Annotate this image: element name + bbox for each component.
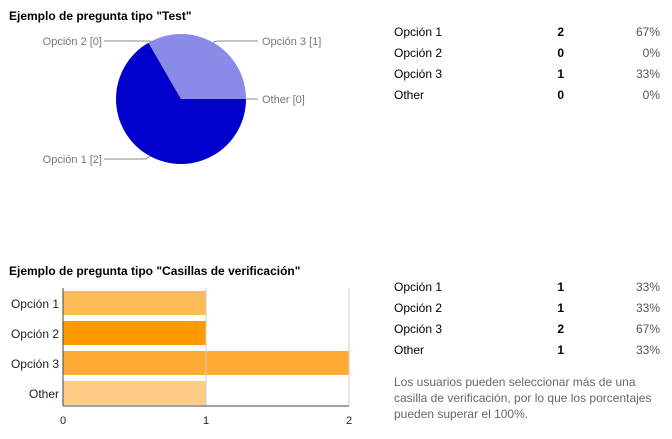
bar-opcion-2 [63,321,206,345]
row-percent: 33% [635,279,660,294]
row-count: 1 [557,342,564,357]
row-percent: 33% [635,342,660,357]
row-count: 0 [557,87,564,102]
percentage-note: Los usuarios pueden seleccionar más de u… [394,375,652,421]
row-label: Opción 2 [394,45,443,60]
row-label: Opción 2 [394,300,443,315]
row-label: Other [394,342,425,357]
row-label: Other [394,87,425,102]
q1-summary-table: Opción 1 2 67% Opción 2 0 0% Opción 3 1 … [394,21,660,105]
row-count: 2 [557,24,564,39]
table-row: Opción 2 1 33% [394,297,660,318]
table-row: Opción 3 2 67% [394,318,660,339]
row-label: Opción 1 [394,279,443,294]
pie-label-opcion-3: Opción 3 [1] [262,36,321,48]
row-count: 1 [557,300,564,315]
q2-title: Ejemplo de pregunta tipo "Casillas de ve… [9,264,301,278]
leader-line [212,40,219,43]
row-label: Opción 1 [394,24,443,39]
row-percent: 67% [635,24,660,39]
row-label: Opción 3 [394,66,443,81]
pie-label-opcion-2: Opción 2 [0] [43,36,102,48]
q2-bar-chart: Opción 1 Opción 2 Opción 3 Other 0 1 2 [11,288,352,427]
x-tick-label: 0 [60,415,66,427]
category-label-opcion-1: Opción 1 [11,297,59,311]
row-label: Opción 3 [394,321,443,336]
table-row: Other 1 33% [394,339,660,360]
leader-line [145,155,151,160]
row-count: 1 [557,66,564,81]
table-row: Opción 1 1 33% [394,276,660,297]
row-percent: 33% [635,66,660,81]
q1-title: Ejemplo de pregunta tipo "Test" [9,9,192,23]
row-percent: 0% [642,87,660,102]
x-tick-label: 2 [346,415,352,427]
pie-slice-opcion-1 [116,42,246,165]
category-label-opcion-2: Opción 2 [11,327,59,341]
bar-opcion-1 [63,291,206,315]
row-count: 2 [557,321,564,336]
pie-slice-opcion-3 [148,34,246,99]
table-row: Opción 1 2 67% [394,21,660,42]
table-row: Opción 3 1 33% [394,63,660,84]
category-label-other: Other [29,387,59,401]
x-tick-label: 1 [203,415,209,427]
row-count: 0 [557,45,564,60]
row-percent: 0% [642,45,660,60]
bar-other [63,381,206,405]
row-count: 1 [557,279,564,294]
table-row: Opción 2 0 0% [394,42,660,63]
pie-label-opcion-1: Opción 1 [2] [43,154,102,166]
row-percent: 67% [635,321,660,336]
category-label-opcion-3: Opción 3 [11,357,59,371]
q1-pie-chart: Opción 2 [0] Opción 3 [1] Other [0] Opci… [43,34,321,166]
leader-line [149,40,154,43]
pie-label-other: Other [0] [262,94,305,106]
row-percent: 33% [635,300,660,315]
table-row: Other 0 0% [394,84,660,105]
q2-summary-table: Opción 1 1 33% Opción 2 1 33% Opción 3 2… [394,276,660,360]
